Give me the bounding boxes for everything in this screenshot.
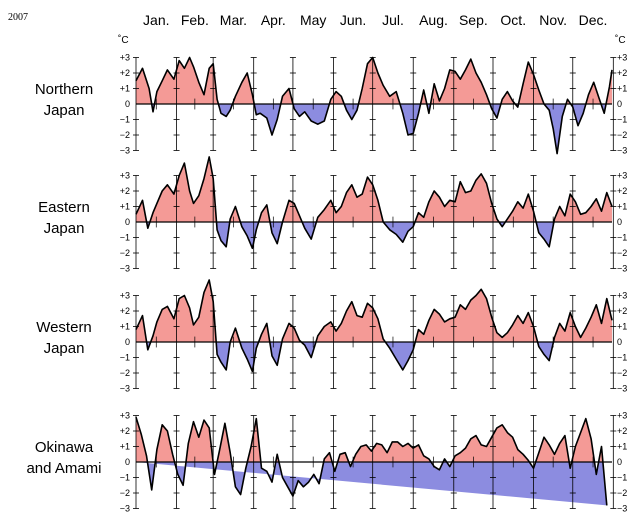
region-label: Northern Japan — [35, 81, 93, 119]
month-label: Jul. — [382, 12, 404, 28]
year-label: 2007 — [8, 12, 28, 23]
y-tick-label: +3 — [120, 171, 130, 181]
y-tick-label: 0 — [617, 217, 622, 227]
y-tick-label: −1 — [120, 353, 130, 363]
y-tick-label: +1 — [617, 84, 627, 94]
y-tick-label: 0 — [125, 337, 130, 347]
month-label: Nov. — [539, 12, 567, 28]
y-tick-label: +2 — [617, 68, 627, 78]
y-tick-label: −2 — [120, 130, 130, 140]
y-tick-label: +3 — [120, 53, 130, 63]
month-label: Mar. — [220, 12, 247, 28]
y-tick-label: +3 — [617, 53, 627, 63]
y-tick-label: −2 — [617, 130, 627, 140]
y-tick-label: +1 — [617, 442, 627, 452]
y-tick-label: −3 — [120, 264, 130, 274]
y-tick-label: −3 — [617, 146, 627, 156]
y-tick-label: −1 — [120, 233, 130, 243]
y-tick-label: −2 — [120, 488, 130, 498]
panel: Western Japan +3 +3 +2 +2 +1 +1 0 0 −1 −1 −2 −2 −3 −3 — [36, 279, 627, 394]
y-tick-label: −3 — [120, 504, 130, 513]
y-tick-label: +1 — [120, 84, 130, 94]
y-tick-label: +2 — [120, 186, 130, 196]
y-tick-label: −1 — [617, 115, 627, 125]
y-tick-label: +2 — [617, 306, 627, 316]
positive-anomaly-area — [136, 162, 612, 222]
panel: Okinawa and Amami +3 +3 +2 +2 +1 +1 0 0 −1 −1 −2 −2 −3… — [26, 411, 627, 513]
y-tick-label: −2 — [617, 368, 627, 378]
y-tick-label: +3 — [120, 411, 130, 421]
y-tick-label: −3 — [617, 264, 627, 274]
region-label: Okinawa and Amami — [26, 439, 101, 477]
month-label: May — [300, 12, 326, 28]
y-tick-label: −1 — [617, 233, 627, 243]
negative-anomaly-area — [136, 222, 612, 249]
month-label: Feb. — [181, 12, 209, 28]
y-tick-label: +3 — [120, 291, 130, 301]
month-label: Jan. — [143, 12, 169, 28]
y-tick-label: 0 — [617, 99, 622, 109]
chart-panels: Northern Japan +3 +3 +2 +2 +1 +1 0 0 −1 −1 −2 −2 −3 −3 ˚… — [26, 34, 627, 513]
month-label: Jun. — [340, 12, 366, 28]
y-tick-label: +2 — [617, 426, 627, 436]
region-label: Eastern Japan — [38, 199, 90, 237]
y-tick-label: −1 — [120, 473, 130, 483]
y-tick-label: −3 — [120, 384, 130, 394]
negative-anomaly-area — [136, 462, 607, 506]
y-tick-label: −3 — [120, 146, 130, 156]
month-label: Oct. — [500, 12, 526, 28]
month-label: Sep. — [459, 12, 488, 28]
month-label: Apr. — [261, 12, 286, 28]
anomaly-line — [135, 56, 613, 155]
y-tick-label: −1 — [120, 115, 130, 125]
y-tick-label: +1 — [120, 202, 130, 212]
anomaly-line — [135, 416, 608, 506]
y-tick-label: +3 — [617, 291, 627, 301]
y-tick-label: −2 — [617, 488, 627, 498]
region-label: Western Japan — [36, 319, 92, 357]
y-tick-label: +1 — [120, 442, 130, 452]
y-tick-label: 0 — [617, 337, 622, 347]
panel: Eastern Japan +3 +3 +2 +2 +1 +1 0 0 −1 −1 −2 −2 −3 −3 — [38, 156, 627, 274]
positive-anomaly-area — [136, 417, 603, 462]
y-tick-label: −3 — [617, 384, 627, 394]
y-tick-label: −1 — [617, 473, 627, 483]
y-tick-label: −2 — [617, 248, 627, 258]
y-tick-label: 0 — [617, 457, 622, 467]
y-tick-label: 0 — [125, 457, 130, 467]
positive-anomaly-area — [136, 57, 612, 104]
month-label: Aug. — [419, 12, 448, 28]
y-tick-label: +2 — [617, 186, 627, 196]
anomaly-line — [135, 279, 613, 373]
y-tick-label: 0 — [125, 217, 130, 227]
negative-anomaly-area — [136, 342, 612, 372]
y-tick-label: +2 — [120, 306, 130, 316]
y-tick-label: +1 — [617, 202, 627, 212]
y-tick-label: +1 — [617, 322, 627, 332]
y-tick-label: 0 — [125, 99, 130, 109]
y-tick-label: +1 — [120, 322, 130, 332]
y-tick-label: +3 — [617, 411, 627, 421]
month-labels: Jan. Feb. Mar. Apr. May Jun. Jul. Aug. Sep. Oct. N… — [143, 12, 607, 28]
y-tick-label: −3 — [617, 504, 627, 513]
y-tick-label: −2 — [120, 368, 130, 378]
y-tick-label: −2 — [120, 248, 130, 258]
panel: Northern Japan +3 +3 +2 +2 +1 +1 0 0 −1 −1 −2 −2 −3 −3 ˚… — [35, 34, 627, 156]
unit-label: ˚C — [118, 34, 129, 46]
y-tick-label: +2 — [120, 426, 130, 436]
month-label: Dec. — [579, 12, 608, 28]
y-tick-label: +3 — [617, 171, 627, 181]
y-tick-label: −1 — [617, 353, 627, 363]
unit-label: ˚C — [615, 34, 626, 46]
y-tick-label: +2 — [120, 68, 130, 78]
anomaly-line — [135, 156, 613, 250]
